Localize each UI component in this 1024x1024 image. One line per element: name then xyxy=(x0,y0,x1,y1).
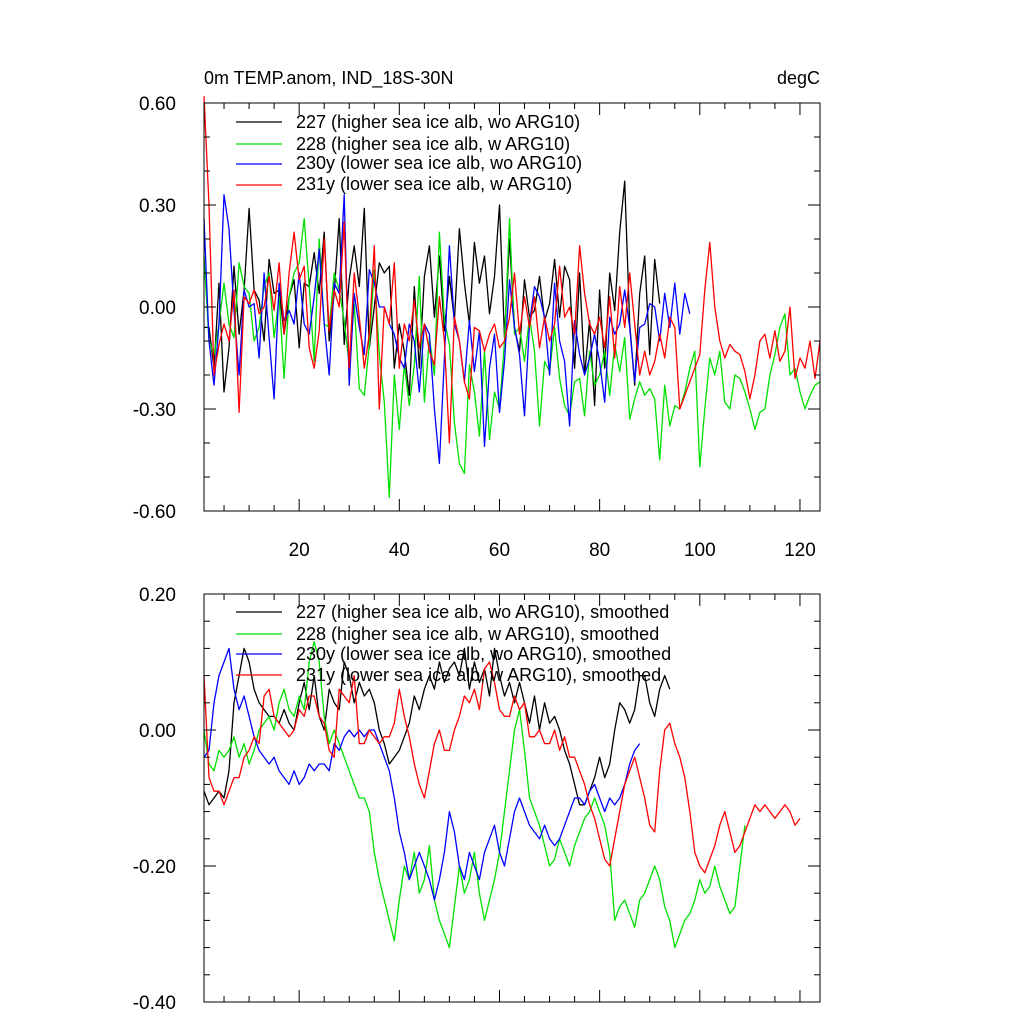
bottom-series-group xyxy=(203,640,801,949)
legend-label-227-smoothed: 227 (higher sea ice alb, wo ARG10), smoo… xyxy=(296,602,669,622)
y-tick-label: 0.00 xyxy=(139,298,176,319)
y-tick-label: -0.40 xyxy=(133,993,176,1014)
series-line-1-1 xyxy=(203,640,746,949)
bottom-panel: -0.40 -0.20 0.00 0.20 227 (higher sea ice a… xyxy=(133,585,821,1014)
y-tick-label: 0.60 xyxy=(139,94,176,115)
series-line-0-0 xyxy=(204,180,661,407)
series-line-1-3 xyxy=(203,661,801,874)
series-line-0-1 xyxy=(203,217,821,499)
bottom-legend: 227 (higher sea ice alb, wo ARG10), smoo… xyxy=(236,602,671,685)
x-tick-label: 40 xyxy=(389,540,410,561)
x-tick-label: 20 xyxy=(289,540,310,561)
legend-label-227: 227 (higher sea ice alb, wo ARG10) xyxy=(296,112,580,132)
y-tick-label: -0.60 xyxy=(133,502,176,523)
legend-label-231y-smoothed: 231y (lower sea ice alb, w ARG10), smoot… xyxy=(296,665,661,685)
y-tick-label: 0.00 xyxy=(139,721,176,742)
legend-label-228: 228 (higher sea ice alb, w ARG10) xyxy=(296,134,570,154)
top-panel-title: 0m TEMP.anom, IND_18S-30N xyxy=(204,68,453,89)
x-tick-label: 120 xyxy=(784,540,816,561)
y-tick-label: 0.20 xyxy=(139,585,176,606)
legend-label-228-smoothed: 228 (higher sea ice alb, w ARG10), smoot… xyxy=(296,624,659,644)
x-tick-label: 60 xyxy=(489,540,510,561)
y-tick-label: -0.20 xyxy=(133,857,176,878)
series-line-0-3 xyxy=(203,96,821,444)
x-tick-label: 100 xyxy=(684,540,716,561)
legend-label-230y-smoothed: 230y (lower sea ice alb, wo ARG10), smoo… xyxy=(296,644,671,664)
legend-label-231y: 231y (lower sea ice alb, w ARG10) xyxy=(296,174,572,194)
top-axis-ticks: -0.60 -0.30 0.00 0.30 0.60 20 40 60 80 100 120 xyxy=(133,94,820,561)
y-tick-label: 0.30 xyxy=(139,196,176,217)
series-line-1-2 xyxy=(203,647,641,901)
bottom-axis-ticks: -0.40 -0.20 0.00 0.20 xyxy=(133,585,820,1014)
top-panel: 0m TEMP.anom, IND_18S-30N degC -0.60 -0.3… xyxy=(133,68,821,561)
bottom-plot-frame xyxy=(203,593,821,1003)
legend-label-230y: 230y (lower sea ice alb, wo ARG10) xyxy=(296,153,582,173)
y-tick-label: -0.30 xyxy=(133,400,176,421)
x-tick-label: 80 xyxy=(589,540,610,561)
series-line-1-0 xyxy=(203,647,671,806)
top-panel-units: degC xyxy=(777,68,820,88)
top-legend: 227 (higher sea ice alb, wo ARG10) 228 (… xyxy=(236,112,582,194)
top-series-group xyxy=(203,96,821,499)
